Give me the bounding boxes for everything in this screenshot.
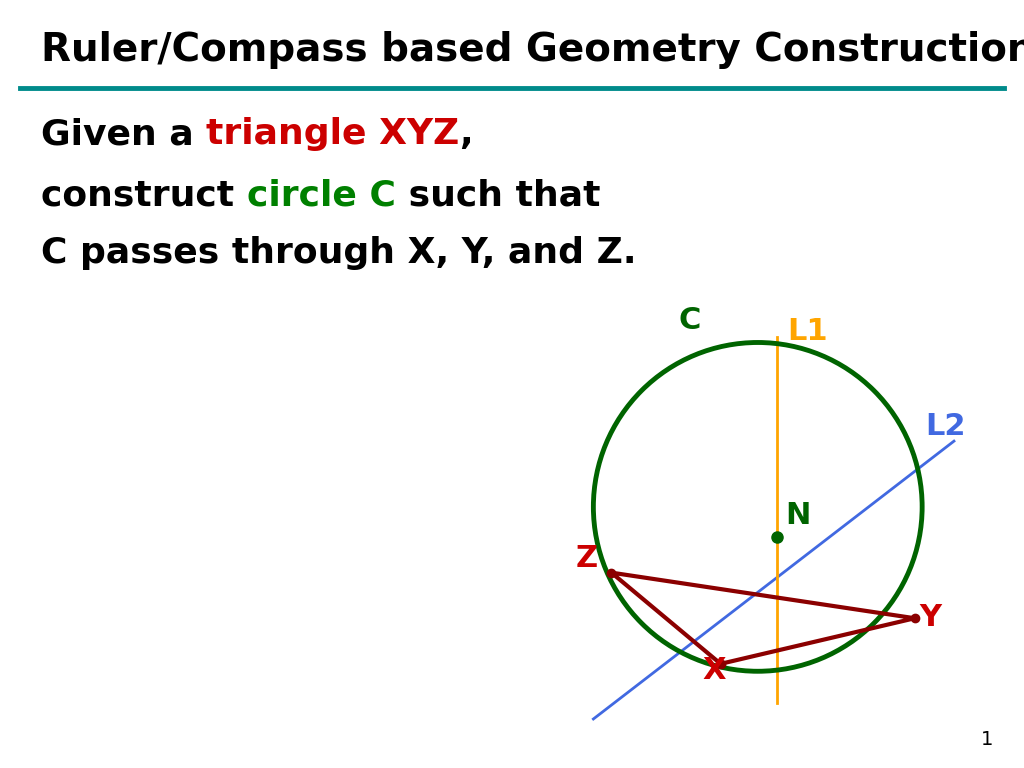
Text: circle C: circle C [247,179,395,213]
Text: triangle XYZ: triangle XYZ [206,118,460,151]
Text: such that: such that [395,179,600,213]
Text: construct: construct [41,179,247,213]
Text: L2: L2 [926,412,966,441]
Text: Ruler/Compass based Geometry Constructions: Ruler/Compass based Geometry Constructio… [41,31,1024,69]
Text: L1: L1 [787,316,828,346]
Text: 1: 1 [981,730,993,749]
Text: C passes through X, Y, and Z.: C passes through X, Y, and Z. [41,237,637,270]
Text: Z: Z [575,544,597,573]
Text: Y: Y [919,603,941,632]
Text: Given a: Given a [41,118,206,151]
Text: N: N [785,502,811,530]
Text: C: C [678,306,700,335]
Text: ,: , [460,118,473,151]
Text: X: X [702,656,726,685]
